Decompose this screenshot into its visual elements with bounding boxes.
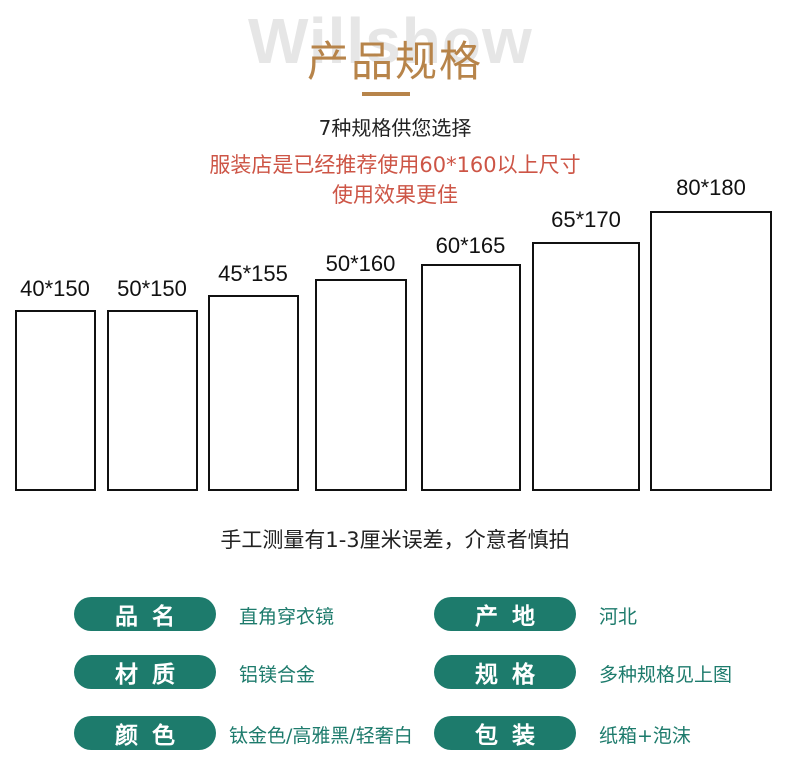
size-label: 50*160	[325, 251, 396, 276]
brand-watermark: Willshow	[248, 5, 533, 77]
spec-key-name: 品名	[74, 597, 216, 631]
size-label: 60*165	[435, 233, 506, 258]
spec-value-size: 多种规格见上图	[599, 664, 733, 686]
size-panel	[532, 242, 640, 491]
spec-value-color: 钛金色/高雅黑/轻奢白	[229, 725, 413, 747]
size-panel	[208, 295, 299, 491]
spec-key-color: 颜色	[74, 716, 216, 750]
size-label: 65*170	[551, 207, 621, 232]
size-count-subtitle: 7种规格供您选择	[318, 116, 472, 140]
spec-key-size: 规格	[434, 655, 576, 689]
size-label: 45*155	[218, 261, 288, 286]
size-panel	[421, 264, 521, 491]
spec-value-origin: 河北	[599, 606, 638, 628]
measurement-note: 手工测量有1-3厘米误差，介意者慎拍	[220, 528, 570, 552]
title-underline	[362, 92, 410, 96]
spec-value-material: 铝镁合金	[239, 664, 316, 686]
spec-value-packaging: 纸箱+泡沫	[599, 725, 691, 747]
spec-value-name: 直角穿衣镜	[239, 606, 335, 628]
spec-key-origin: 产地	[434, 597, 576, 631]
spec-key-material: 材质	[74, 655, 216, 689]
spec-key-packaging: 包装	[434, 716, 576, 750]
size-panel	[650, 211, 772, 491]
recommendation-line-2: 使用效果更佳	[332, 183, 458, 207]
size-label: 40*150	[20, 276, 90, 301]
size-panel	[15, 310, 96, 491]
size-label: 50*150	[117, 276, 187, 301]
page-title: 产品规格	[306, 37, 483, 86]
size-panel	[107, 310, 198, 491]
size-panel	[315, 279, 407, 491]
recommendation-line-1: 服装店是已经推荐使用60*160以上尺寸	[209, 153, 581, 177]
size-label: 80*180	[676, 175, 746, 200]
